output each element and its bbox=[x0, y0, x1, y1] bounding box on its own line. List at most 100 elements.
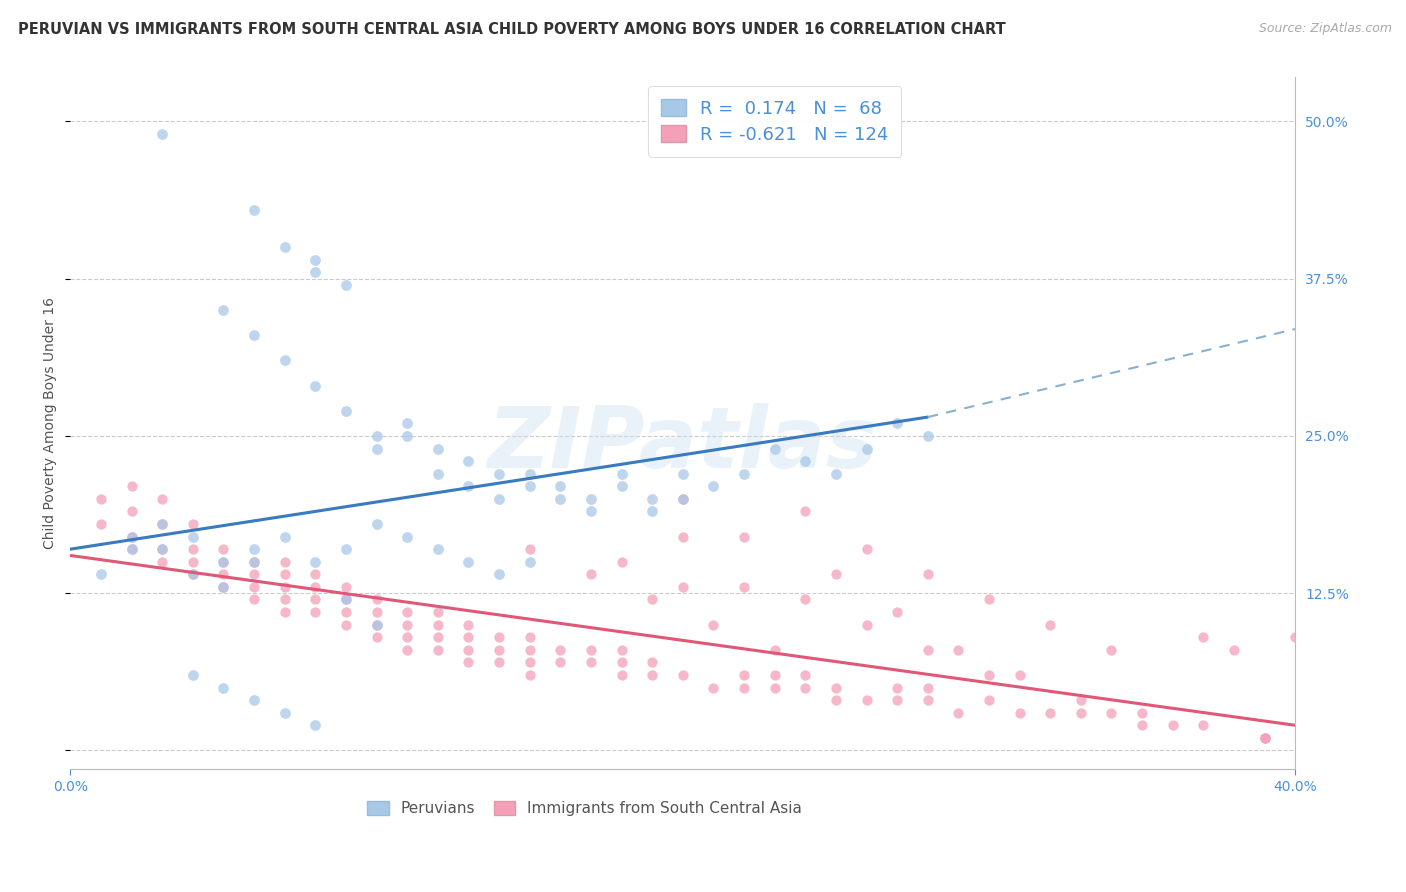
Point bbox=[150, 542, 173, 557]
Point bbox=[794, 504, 817, 518]
Point bbox=[610, 656, 633, 670]
Text: ZIPatlas: ZIPatlas bbox=[488, 402, 877, 485]
Point bbox=[243, 555, 266, 569]
Point bbox=[1039, 706, 1062, 720]
Point bbox=[121, 530, 143, 544]
Point bbox=[181, 555, 204, 569]
Point bbox=[212, 580, 235, 594]
Point bbox=[488, 491, 510, 506]
Point bbox=[1130, 706, 1153, 720]
Point bbox=[825, 681, 848, 695]
Point bbox=[1253, 731, 1275, 745]
Point bbox=[426, 467, 449, 481]
Point bbox=[212, 580, 235, 594]
Point bbox=[366, 592, 388, 607]
Point bbox=[519, 642, 541, 657]
Point bbox=[702, 681, 724, 695]
Point bbox=[335, 580, 357, 594]
Point bbox=[763, 668, 786, 682]
Point bbox=[366, 617, 388, 632]
Point bbox=[488, 467, 510, 481]
Point bbox=[519, 555, 541, 569]
Point bbox=[212, 567, 235, 582]
Point bbox=[855, 617, 877, 632]
Point bbox=[610, 668, 633, 682]
Point bbox=[150, 516, 173, 531]
Text: Source: ZipAtlas.com: Source: ZipAtlas.com bbox=[1258, 22, 1392, 36]
Point bbox=[150, 542, 173, 557]
Point bbox=[335, 592, 357, 607]
Point bbox=[855, 442, 877, 456]
Point bbox=[548, 656, 571, 670]
Point bbox=[150, 516, 173, 531]
Point bbox=[121, 479, 143, 493]
Point bbox=[519, 668, 541, 682]
Point bbox=[243, 542, 266, 557]
Point bbox=[181, 567, 204, 582]
Point bbox=[886, 605, 908, 619]
Point bbox=[917, 693, 939, 707]
Point bbox=[548, 479, 571, 493]
Point bbox=[672, 580, 695, 594]
Point bbox=[335, 278, 357, 293]
Point bbox=[304, 567, 326, 582]
Point bbox=[1192, 718, 1215, 732]
Point bbox=[977, 668, 1000, 682]
Point bbox=[273, 555, 295, 569]
Point bbox=[1070, 706, 1092, 720]
Point bbox=[90, 491, 112, 506]
Point bbox=[273, 580, 295, 594]
Point bbox=[273, 592, 295, 607]
Point bbox=[886, 681, 908, 695]
Point bbox=[335, 542, 357, 557]
Point bbox=[519, 467, 541, 481]
Point bbox=[733, 668, 755, 682]
Point bbox=[273, 353, 295, 368]
Point bbox=[917, 567, 939, 582]
Point bbox=[457, 479, 479, 493]
Point bbox=[702, 617, 724, 632]
Point bbox=[794, 454, 817, 468]
Point bbox=[426, 630, 449, 644]
Point bbox=[825, 467, 848, 481]
Point bbox=[304, 718, 326, 732]
Point bbox=[886, 417, 908, 431]
Point bbox=[243, 580, 266, 594]
Point bbox=[733, 467, 755, 481]
Point bbox=[1070, 693, 1092, 707]
Point bbox=[1161, 718, 1184, 732]
Point bbox=[1223, 642, 1246, 657]
Point bbox=[181, 530, 204, 544]
Point bbox=[610, 467, 633, 481]
Point bbox=[426, 642, 449, 657]
Point bbox=[396, 642, 419, 657]
Point bbox=[150, 555, 173, 569]
Point bbox=[457, 617, 479, 632]
Point bbox=[121, 530, 143, 544]
Point bbox=[150, 127, 173, 141]
Point bbox=[948, 642, 970, 657]
Point bbox=[457, 642, 479, 657]
Point bbox=[1130, 718, 1153, 732]
Point bbox=[672, 530, 695, 544]
Point bbox=[855, 693, 877, 707]
Point bbox=[1101, 642, 1123, 657]
Point bbox=[488, 567, 510, 582]
Point bbox=[702, 479, 724, 493]
Point bbox=[121, 542, 143, 557]
Point bbox=[1101, 706, 1123, 720]
Point bbox=[304, 378, 326, 392]
Point bbox=[366, 516, 388, 531]
Point bbox=[641, 491, 664, 506]
Point bbox=[579, 642, 602, 657]
Point bbox=[181, 567, 204, 582]
Point bbox=[672, 491, 695, 506]
Point bbox=[396, 530, 419, 544]
Point bbox=[548, 642, 571, 657]
Point bbox=[1039, 617, 1062, 632]
Point bbox=[610, 555, 633, 569]
Point bbox=[579, 504, 602, 518]
Point bbox=[273, 605, 295, 619]
Point bbox=[825, 567, 848, 582]
Point bbox=[457, 555, 479, 569]
